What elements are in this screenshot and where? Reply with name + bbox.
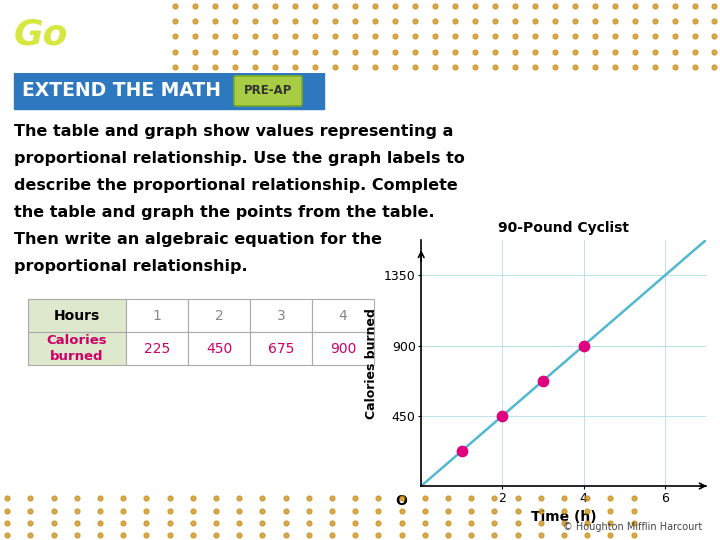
Text: proportional relationship. Use the graph labels to: proportional relationship. Use the graph… — [14, 151, 465, 166]
FancyBboxPatch shape — [312, 332, 374, 365]
Text: 675: 675 — [268, 341, 294, 355]
Text: Go: Go — [14, 18, 68, 52]
Text: Hours: Hours — [54, 308, 100, 322]
Text: Math!: Math! — [81, 21, 182, 50]
Text: 2: 2 — [215, 308, 223, 322]
Text: 3: 3 — [276, 308, 285, 322]
Text: 225: 225 — [144, 341, 170, 355]
X-axis label: Time (h): Time (h) — [531, 510, 596, 524]
Point — [497, 411, 508, 420]
Text: The table and graph show values representing a: The table and graph show values represen… — [14, 124, 454, 139]
FancyBboxPatch shape — [126, 299, 188, 332]
Text: proportional relationship.: proportional relationship. — [14, 259, 248, 274]
Text: 900: 900 — [330, 341, 356, 355]
Text: © Houghton Mifflin Harcourt: © Houghton Mifflin Harcourt — [563, 522, 702, 532]
Point — [456, 447, 467, 455]
Text: 450: 450 — [206, 341, 232, 355]
FancyBboxPatch shape — [312, 299, 374, 332]
FancyBboxPatch shape — [126, 332, 188, 365]
Text: describe the proportional relationship. Complete: describe the proportional relationship. … — [14, 178, 458, 193]
FancyBboxPatch shape — [28, 299, 126, 332]
FancyBboxPatch shape — [234, 76, 302, 106]
Text: EXTEND THE MATH: EXTEND THE MATH — [22, 82, 221, 100]
FancyBboxPatch shape — [14, 73, 324, 109]
Y-axis label: Calories burned: Calories burned — [365, 308, 378, 418]
Text: Calories
burned: Calories burned — [47, 334, 107, 363]
Title: 90-Pound Cyclist: 90-Pound Cyclist — [498, 221, 629, 235]
FancyBboxPatch shape — [250, 332, 312, 365]
Text: 4: 4 — [338, 308, 347, 322]
Text: PRE-AP: PRE-AP — [244, 84, 292, 97]
Point — [537, 376, 549, 385]
FancyBboxPatch shape — [250, 299, 312, 332]
Text: the table and graph the points from the table.: the table and graph the points from the … — [14, 205, 435, 220]
Text: O: O — [395, 494, 407, 508]
Point — [578, 341, 590, 350]
Text: 1: 1 — [153, 308, 161, 322]
FancyBboxPatch shape — [188, 332, 250, 365]
FancyBboxPatch shape — [28, 332, 126, 365]
FancyBboxPatch shape — [188, 299, 250, 332]
Text: Then write an algebraic equation for the: Then write an algebraic equation for the — [14, 232, 382, 247]
Text: Texas: Texas — [20, 11, 48, 21]
